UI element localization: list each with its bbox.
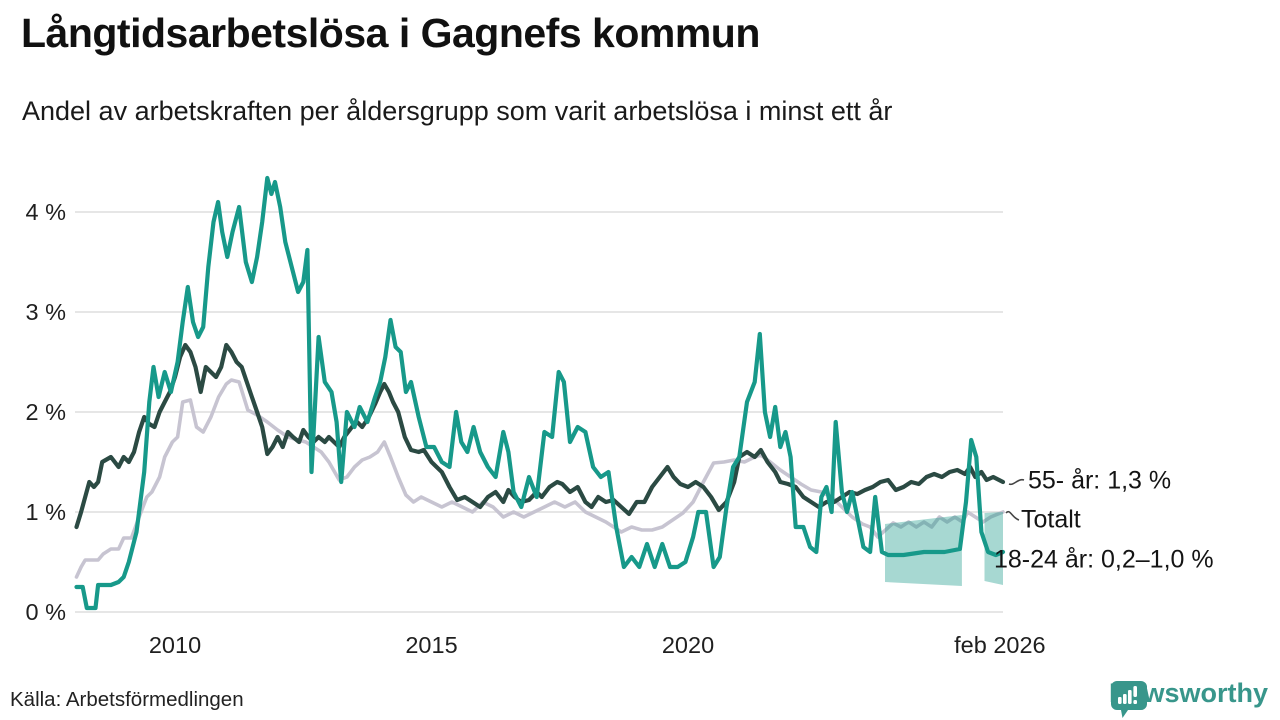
page-subtitle: Andel av arbetskraften per åldersgrupp s… xyxy=(22,96,893,126)
source-note: Källa: Arbetsförmedlingen xyxy=(10,688,244,711)
series-end-label-55- år: 55- år: 1,3 % xyxy=(1028,466,1172,495)
x-tick-2015: 2015 xyxy=(405,632,458,658)
page-title: Långtidsarbetslösa i Gagnefs kommun xyxy=(21,10,760,56)
x-tick-2010: 2010 xyxy=(148,632,202,658)
series-end-label-Totalt: Totalt xyxy=(1021,505,1081,534)
newsworthy-icon xyxy=(1110,681,1147,718)
y-tick-4: 4 % xyxy=(25,199,67,225)
brand-logo: Newsworthy xyxy=(1109,678,1268,718)
x-tick-2020: 2020 xyxy=(661,632,715,658)
series-end-label-18-24 år: 18-24 år: 0,2–1,0 % xyxy=(994,545,1214,574)
y-tick-2: 2 % xyxy=(25,399,67,425)
uncertainty-band-segment-1 xyxy=(984,512,1003,585)
y-tick-3: 3 % xyxy=(25,299,67,325)
series-line-Totalt xyxy=(74,378,1005,579)
x-tick-feb-2026: feb 2026 xyxy=(954,632,1046,658)
series-line-55- år xyxy=(74,342,1006,530)
connector-55-ar xyxy=(1008,478,1025,486)
y-tick-0: 0 % xyxy=(25,599,67,625)
connector-totalt xyxy=(1005,510,1020,521)
y-tick-1: 1 % xyxy=(25,499,67,525)
series-line-18-24 år xyxy=(74,175,1006,611)
